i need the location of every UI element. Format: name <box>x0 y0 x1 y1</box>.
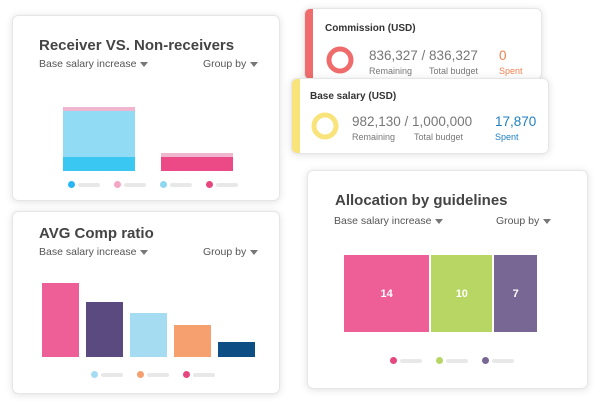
legend-placeholder <box>78 182 100 187</box>
group-by-label: Group by <box>203 58 247 70</box>
group-by-label: Group by <box>203 246 247 258</box>
chevron-down-icon <box>250 61 259 67</box>
legend-placeholder <box>147 372 169 377</box>
allocation-block[interactable]: 7 <box>494 255 537 332</box>
legend-placeholder <box>170 182 192 187</box>
avg-comp-legend <box>91 371 215 378</box>
legend-item[interactable] <box>68 181 100 188</box>
legend-item[interactable] <box>183 371 215 378</box>
receiver-legend <box>68 181 238 188</box>
salary-type-dropdown[interactable]: Base salary increase <box>39 246 149 258</box>
receiver-bar-segment[interactable] <box>161 157 233 171</box>
salary-type-label: Base salary increase <box>39 246 137 258</box>
legend-dot <box>91 371 98 378</box>
receiver-card: Receiver VS. Non-receivers Base salary i… <box>12 15 280 201</box>
legend-item[interactable] <box>160 181 192 188</box>
chevron-down-icon <box>140 249 149 255</box>
commission-accent-stripe <box>305 9 313 79</box>
group-by-dropdown[interactable]: Group by <box>203 246 259 258</box>
base-salary-figures: 982,130 / 1,000,000 <box>352 114 473 129</box>
legend-placeholder <box>216 182 238 187</box>
legend-item[interactable] <box>482 357 514 364</box>
legend-dot <box>436 357 443 364</box>
base-salary-donut-icon <box>311 112 339 140</box>
avg-comp-bar[interactable] <box>174 325 211 357</box>
allocation-block-label: 10 <box>455 287 468 300</box>
salary-type-dropdown[interactable]: Base salary increase <box>39 58 149 70</box>
receiver-card-title: Receiver VS. Non-receivers <box>39 37 235 54</box>
avg-comp-card: AVG Comp ratio Base salary increase Grou… <box>12 211 280 394</box>
salary-type-label: Base salary increase <box>39 58 137 70</box>
legend-placeholder <box>400 358 422 363</box>
legend-dot <box>183 371 190 378</box>
base-salary-title: Base salary (USD) <box>310 91 397 102</box>
legend-placeholder <box>446 358 468 363</box>
chevron-down-icon <box>140 61 149 67</box>
legend-item[interactable] <box>91 371 123 378</box>
chevron-down-icon <box>250 249 259 255</box>
avg-comp-bar[interactable] <box>86 302 123 357</box>
commission-card: Commission (USD) 836,327 / 836,327 Remai… <box>304 8 542 80</box>
commission-figures: 836,327 / 836,327 <box>369 48 478 63</box>
legend-placeholder <box>492 358 514 363</box>
salary-type-dropdown[interactable]: Base salary increase <box>334 215 444 227</box>
legend-dot <box>390 357 397 364</box>
legend-dot <box>206 181 213 188</box>
group-by-dropdown[interactable]: Group by <box>203 58 259 70</box>
legend-placeholder <box>193 372 215 377</box>
legend-item[interactable] <box>206 181 238 188</box>
receiver-bar-segment[interactable] <box>63 111 135 158</box>
commission-spent-label: Spent <box>499 66 523 76</box>
receiver-bar-segment[interactable] <box>63 107 135 111</box>
legend-dot <box>160 181 167 188</box>
group-by-dropdown[interactable]: Group by <box>496 215 552 227</box>
legend-item[interactable] <box>436 357 468 364</box>
avg-comp-card-title: AVG Comp ratio <box>39 225 154 242</box>
legend-placeholder <box>101 372 123 377</box>
allocation-legend <box>390 357 514 364</box>
allocation-block-label: 14 <box>380 287 393 300</box>
allocation-card-title: Allocation by guidelines <box>335 192 508 209</box>
base-salary-spent-value: 17,870 <box>495 114 537 129</box>
base-salary-remaining-label: Remaining <box>352 132 396 142</box>
commission-total-label: Total budget <box>429 66 479 76</box>
allocation-block-label: 7 <box>512 287 519 300</box>
avg-comp-bar[interactable] <box>218 342 255 357</box>
avg-comp-bar[interactable] <box>42 283 79 357</box>
commission-spent-value: 0 <box>499 48 507 63</box>
receiver-bar-segment[interactable] <box>161 153 233 158</box>
legend-dot <box>68 181 75 188</box>
legend-item[interactable] <box>390 357 422 364</box>
base-salary-total-label: Total budget <box>414 132 464 142</box>
legend-dot <box>114 181 121 188</box>
chevron-down-icon <box>543 218 552 224</box>
commission-donut-icon <box>326 46 354 74</box>
commission-remaining-label: Remaining <box>369 66 413 76</box>
legend-dot <box>482 357 489 364</box>
base-salary-spent-label: Spent <box>495 132 519 142</box>
allocation-block[interactable]: 14 <box>344 255 430 332</box>
receiver-bar-segment[interactable] <box>63 157 135 171</box>
salary-type-label: Base salary increase <box>334 215 432 227</box>
commission-title: Commission (USD) <box>325 23 416 34</box>
avg-comp-bar[interactable] <box>130 313 167 357</box>
group-by-label: Group by <box>496 215 540 227</box>
legend-dot <box>137 371 144 378</box>
legend-item[interactable] <box>114 181 146 188</box>
allocation-block[interactable]: 10 <box>431 255 493 332</box>
base-salary-accent-stripe <box>292 79 300 153</box>
base-salary-card: Base salary (USD) 982,130 / 1,000,000 Re… <box>291 78 549 154</box>
legend-item[interactable] <box>137 371 169 378</box>
chevron-down-icon <box>435 218 444 224</box>
allocation-card: Allocation by guidelines Base salary inc… <box>307 170 588 389</box>
legend-placeholder <box>124 182 146 187</box>
